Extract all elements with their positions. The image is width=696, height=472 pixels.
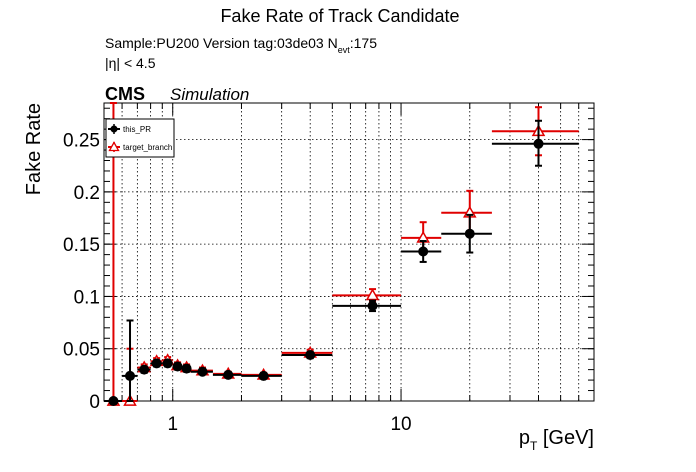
y-tick-label: 0.05 [63,340,100,361]
data-point-circle [418,246,429,257]
data-point-circle [533,138,544,149]
data-point [150,358,163,369]
data-point-circle [258,370,269,381]
data-point [332,299,402,313]
data-point [137,364,151,375]
y-tick-label: 0.25 [63,131,100,152]
data-point-circle [197,366,208,377]
data-point-circle [181,363,192,374]
data-point-triangle [365,288,380,301]
x-tick-label: 10 [390,414,411,435]
data-point-circle [108,396,119,406]
data-point [332,288,402,303]
data-point-circle [139,364,150,375]
x-axis-label: pT [GeV] [519,427,594,453]
x-axis-label-unit: [GeV] [537,427,594,449]
plot-frame [103,102,595,402]
data-point [172,361,183,372]
y-tick-label: 0.2 [74,183,100,204]
simulation-label: Simulation [170,85,249,104]
data-point [190,366,213,377]
legend-marker-circle [110,125,118,133]
data-point-circle [367,300,378,311]
y-tick-label: 0 [89,392,100,413]
x-axis-label-sub: T [530,439,538,453]
axes: 0 0.05 0.1 0.15 0.2 0.25 1 10 [63,103,594,435]
data-point [162,358,173,369]
legend-label: target_branch [123,143,172,152]
data-point [401,240,442,263]
data-point [491,119,579,167]
data-point-circle [305,349,316,360]
sample-info-sub: evt [338,45,351,55]
data-point-circle [151,358,162,369]
x-tick-label: 1 [167,414,178,435]
data-point [212,369,242,380]
chart-title: Fake Rate of Track Candidate [220,6,459,26]
legend-label: this_PR [123,125,151,134]
data-point [122,319,138,402]
legend: this_PR target_branch [105,118,175,158]
series-layer [104,102,579,406]
x-axis-label-p: p [519,427,530,449]
data-point-circle [162,358,173,369]
y-tick-label: 0.1 [74,287,100,308]
grid [104,103,594,401]
y-tick-label: 0.15 [63,235,100,256]
data-point-circle [125,370,136,381]
eta-cut-label: |η| < 4.5 [105,55,156,71]
data-point [181,363,192,374]
data-point [281,349,333,360]
cms-label: CMS [105,84,145,104]
data-point-circle [464,228,475,239]
legend-marker-triangle [108,141,120,152]
sample-info-count: :175 [350,35,377,51]
data-point [241,370,282,381]
data-point [441,213,492,254]
data-point [104,396,123,406]
data-point-circle [172,361,183,372]
sample-info: Sample:PU200 Version tag:03de03 Nevt:175 [105,35,377,55]
series-this-PR [104,119,579,406]
sample-info-main: Sample:PU200 Version tag:03de03 N [105,35,338,51]
y-axis-label: Fake Rate [23,103,45,195]
data-point-circle [223,369,234,380]
